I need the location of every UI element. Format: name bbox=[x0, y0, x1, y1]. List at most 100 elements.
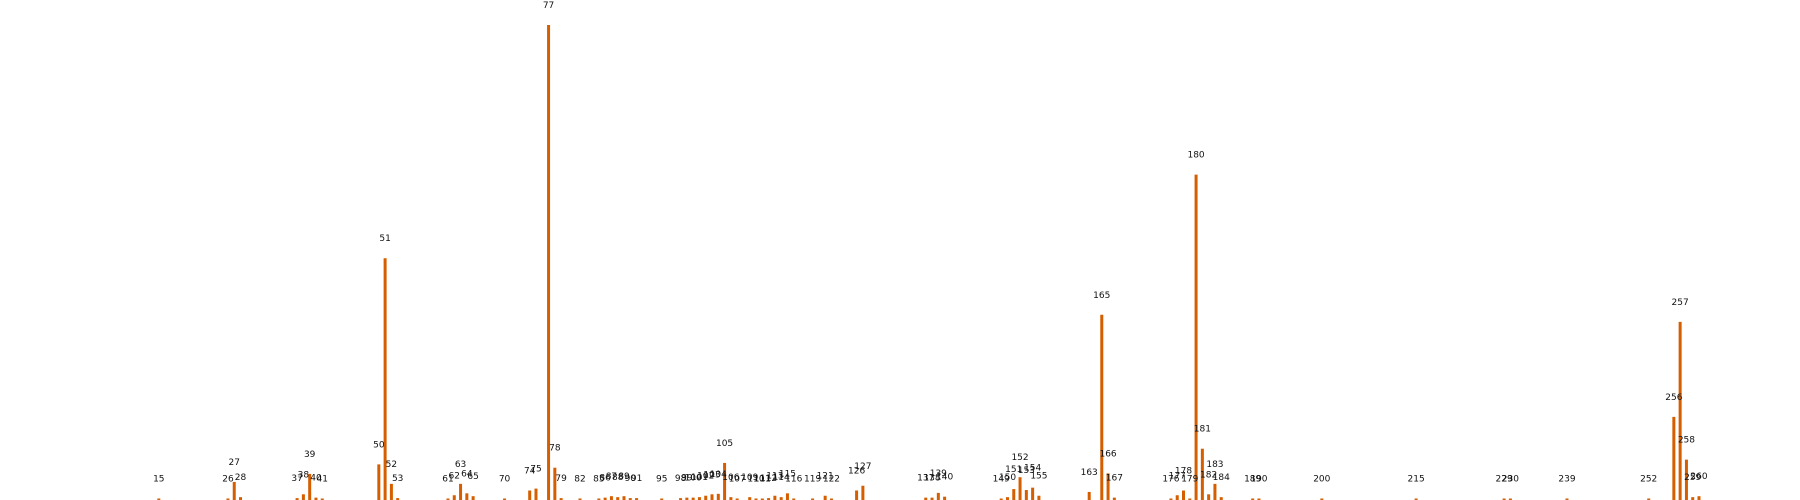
bar-126 bbox=[855, 490, 859, 500]
bar-label-215: 215 bbox=[1408, 475, 1425, 485]
bar-154 bbox=[1031, 487, 1035, 500]
bar-180 bbox=[1194, 174, 1198, 500]
bar-53 bbox=[396, 498, 400, 500]
bar-104 bbox=[716, 493, 720, 500]
bar-103 bbox=[710, 494, 714, 500]
bar-257 bbox=[1678, 321, 1682, 500]
bar-64 bbox=[465, 493, 469, 500]
bar-label-65: 65 bbox=[467, 472, 478, 482]
bar-122 bbox=[829, 498, 833, 500]
bar-163 bbox=[1087, 491, 1091, 500]
bar-label-252: 252 bbox=[1640, 475, 1657, 485]
bar-63 bbox=[459, 483, 463, 500]
bar-15 bbox=[157, 498, 161, 500]
bar-label-87: 87 bbox=[606, 472, 617, 482]
bar-106 bbox=[729, 497, 733, 500]
bar-260 bbox=[1697, 496, 1701, 500]
bar-label-51: 51 bbox=[379, 234, 390, 244]
bar-90 bbox=[628, 498, 632, 500]
bar-149 bbox=[999, 498, 1003, 500]
bar-label-37: 37 bbox=[291, 474, 302, 484]
bar-155 bbox=[1037, 495, 1041, 500]
bar-87 bbox=[609, 496, 613, 500]
bar-239 bbox=[1565, 498, 1569, 500]
bar-label-181: 181 bbox=[1194, 425, 1211, 435]
bar-label-150: 150 bbox=[999, 473, 1016, 483]
bar-label-61: 61 bbox=[442, 475, 453, 485]
bar-153 bbox=[1024, 490, 1028, 500]
bar-label-95: 95 bbox=[656, 475, 667, 485]
bar-label-151: 151 bbox=[1005, 465, 1022, 475]
bar-116 bbox=[792, 498, 796, 500]
bar-label-119: 119 bbox=[804, 475, 821, 485]
bar-label-113: 113 bbox=[766, 472, 783, 482]
bar-112 bbox=[767, 498, 771, 500]
bar-label-26: 26 bbox=[222, 475, 234, 485]
bar-label-229: 229 bbox=[1496, 475, 1513, 485]
bar-78 bbox=[553, 467, 557, 500]
bar-label-77: 77 bbox=[543, 1, 554, 11]
bar-178 bbox=[1182, 490, 1185, 500]
bar-label-89: 89 bbox=[618, 472, 630, 482]
bar-label-140: 140 bbox=[936, 473, 953, 483]
bar-165 bbox=[1100, 314, 1104, 500]
bar-label-110: 110 bbox=[747, 475, 764, 485]
bars-group bbox=[157, 25, 1701, 500]
bar-109 bbox=[748, 497, 752, 500]
bar-label-116: 116 bbox=[785, 475, 802, 485]
bar-label-121: 121 bbox=[817, 472, 834, 482]
bar-label-109: 109 bbox=[741, 473, 758, 483]
bar-139 bbox=[936, 492, 940, 500]
bar-label-38: 38 bbox=[298, 470, 310, 480]
bar-label-70: 70 bbox=[499, 475, 511, 485]
bar-label-239: 239 bbox=[1558, 475, 1575, 485]
bar-label-41: 41 bbox=[317, 475, 328, 485]
bar-label-64: 64 bbox=[461, 469, 473, 479]
bar-230 bbox=[1508, 498, 1512, 500]
bar-label-230: 230 bbox=[1502, 475, 1519, 485]
bar-121 bbox=[823, 495, 827, 500]
bar-258 bbox=[1684, 459, 1688, 500]
bar-127 bbox=[861, 485, 865, 500]
bar-label-74: 74 bbox=[524, 467, 536, 477]
bar-37 bbox=[295, 498, 299, 500]
bar-179 bbox=[1188, 498, 1192, 500]
bar-label-178: 178 bbox=[1175, 467, 1192, 477]
bar-label-27: 27 bbox=[229, 458, 240, 468]
bar-label-137: 137 bbox=[917, 474, 934, 484]
bar-140 bbox=[943, 496, 947, 500]
bar-label-200: 200 bbox=[1313, 475, 1330, 485]
bar-label-82: 82 bbox=[574, 475, 585, 485]
bar-86 bbox=[603, 497, 607, 500]
bar-label-167: 167 bbox=[1106, 474, 1123, 484]
bar-91 bbox=[635, 498, 639, 500]
bar-label-62: 62 bbox=[449, 471, 460, 481]
bar-label-165: 165 bbox=[1093, 291, 1110, 301]
bar-label-139: 139 bbox=[930, 469, 947, 479]
bar-label-152: 152 bbox=[1011, 453, 1028, 463]
bar-label-75: 75 bbox=[530, 465, 541, 475]
bar-label-105: 105 bbox=[716, 439, 733, 449]
bar-177 bbox=[1175, 495, 1179, 500]
bar-label-149: 149 bbox=[993, 475, 1010, 485]
bar-label-112: 112 bbox=[760, 474, 777, 484]
bar-150 bbox=[1005, 497, 1009, 500]
bar-label-184: 184 bbox=[1213, 473, 1230, 483]
bar-label-122: 122 bbox=[823, 475, 840, 485]
bar-113 bbox=[773, 495, 777, 500]
bar-label-114: 114 bbox=[773, 473, 790, 483]
bar-41 bbox=[320, 498, 324, 500]
bar-39 bbox=[308, 473, 312, 500]
bar-85 bbox=[597, 498, 601, 500]
bar-label-88: 88 bbox=[612, 473, 624, 483]
bar-label-257: 257 bbox=[1672, 298, 1689, 308]
bar-label-189: 189 bbox=[1244, 475, 1261, 485]
bar-label-100: 100 bbox=[685, 474, 702, 484]
bar-label-39: 39 bbox=[304, 450, 316, 460]
bar-label-179: 179 bbox=[1181, 475, 1198, 485]
bar-label-153: 153 bbox=[1018, 466, 1035, 476]
bar-label-79: 79 bbox=[555, 474, 567, 484]
bar-200 bbox=[1320, 498, 1324, 500]
bar-label-258: 258 bbox=[1678, 436, 1695, 446]
bar-label-101: 101 bbox=[691, 473, 708, 483]
